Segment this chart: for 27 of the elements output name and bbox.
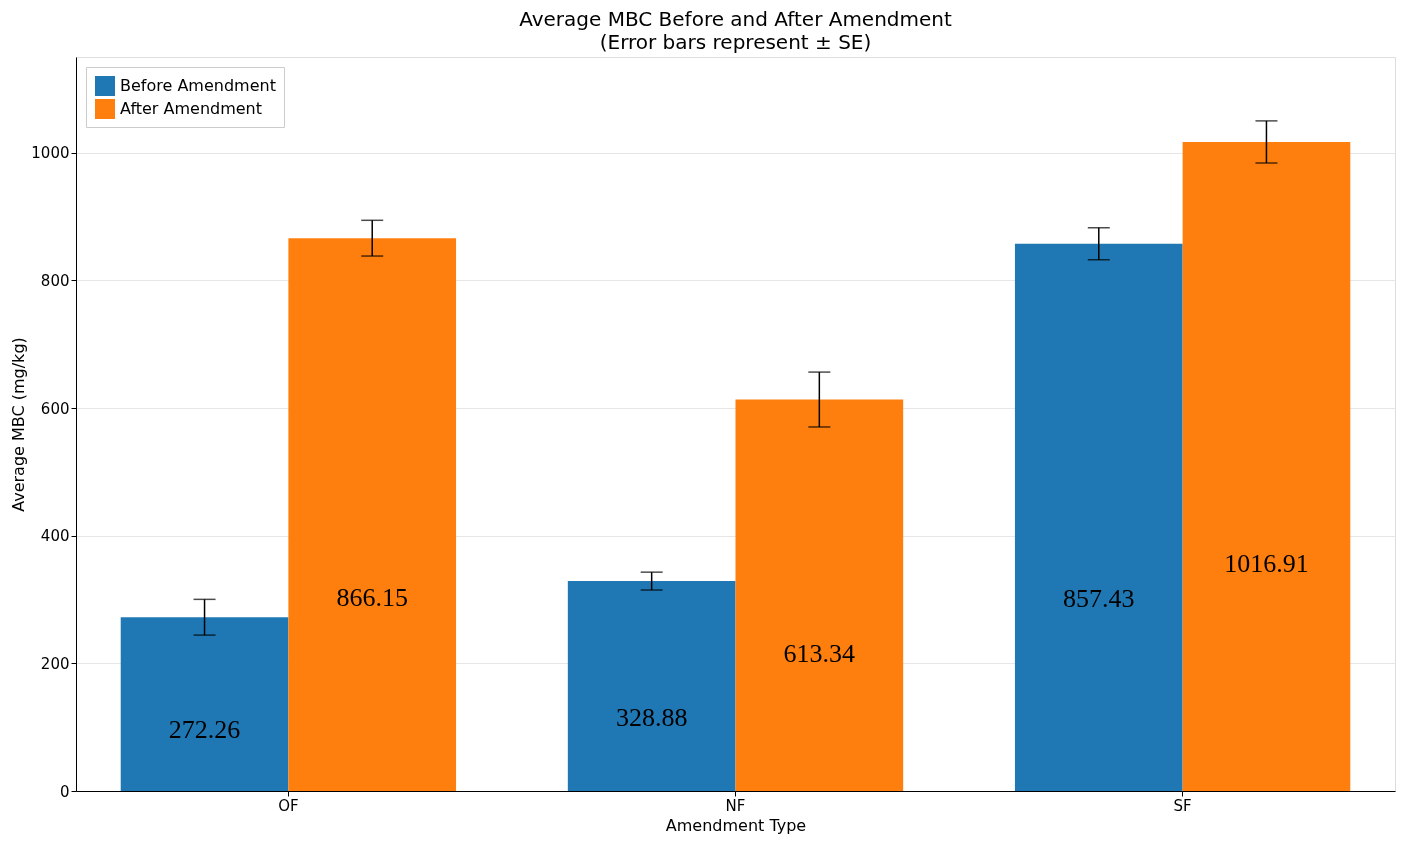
- data-label: 613.34: [783, 638, 856, 668]
- data-label: 1016.91: [1224, 548, 1309, 578]
- y-tick-label: 400: [40, 527, 70, 546]
- bar: [567, 581, 736, 791]
- y-tick-label: 1000: [31, 144, 70, 163]
- legend-label: Before Amendment: [120, 76, 276, 95]
- bar: [288, 238, 457, 791]
- chart-title: Average MBC Before and After Amendment: [519, 7, 952, 31]
- x-tick-label: NF: [725, 796, 746, 815]
- y-tick-label: 600: [40, 399, 70, 418]
- x-tick-label: SF: [1173, 796, 1192, 815]
- data-label: 857.43: [1063, 584, 1135, 614]
- data-label: 328.88: [615, 702, 688, 732]
- bar: [1014, 243, 1183, 791]
- data-label: 272.26: [168, 715, 241, 745]
- chart-subtitle: (Error bars represent ± SE): [599, 30, 872, 54]
- y-tick-label: 200: [40, 654, 70, 673]
- bar: [735, 399, 904, 791]
- y-tick-label: 800: [40, 271, 70, 290]
- y-tick-label: 0: [59, 782, 70, 801]
- x-tick-label: OF: [278, 796, 299, 815]
- legend-label: After Amendment: [120, 99, 263, 118]
- bar: [120, 617, 289, 791]
- y-axis-title: Average MBC (mg/kg): [9, 337, 29, 512]
- data-label: 866.15: [336, 582, 408, 612]
- x-axis-title: Amendment Type: [665, 815, 807, 835]
- bar: [1182, 141, 1351, 791]
